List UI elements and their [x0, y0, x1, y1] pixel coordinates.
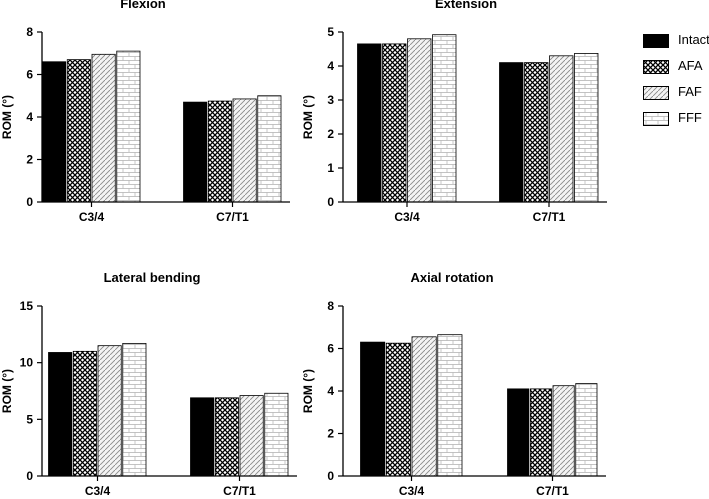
- x-tick-label: C3/4: [394, 210, 420, 224]
- chart-title: Lateral bending: [104, 270, 201, 285]
- bar-faf-c3-4: [407, 38, 432, 203]
- y-tick-label: 6: [26, 68, 33, 82]
- y-tick-label: 4: [26, 110, 33, 124]
- legend-swatch-fff: [643, 112, 669, 126]
- y-tick-label: 2: [327, 127, 334, 141]
- x-tick-label: C7/T1: [223, 484, 256, 498]
- bar-fff-c7-t1: [257, 95, 282, 203]
- bar-intact-c3-4: [42, 61, 67, 203]
- chart-title: Axial rotation: [410, 270, 493, 285]
- bar-afa-c3-4: [66, 59, 91, 203]
- bar-faf-c7-t1: [549, 55, 574, 203]
- y-axis-label: ROM (°): [0, 369, 14, 413]
- bar-fff-c7-t1: [575, 383, 598, 477]
- y-tick-label: 5: [26, 412, 33, 426]
- x-tick-label: C7/T1: [536, 484, 569, 498]
- legend-swatch-faf: [643, 86, 669, 100]
- bar-fff-c3-4: [116, 50, 141, 203]
- bar-faf-c7-t1: [552, 385, 575, 477]
- bar-intact-c7-t1: [183, 101, 208, 203]
- y-tick-label: 0: [26, 195, 33, 209]
- legend-label-fff: FFF: [678, 110, 702, 125]
- y-tick-label: 0: [26, 469, 33, 483]
- legend-label-intact: Intact: [678, 32, 709, 47]
- y-tick-label: 4: [327, 59, 334, 73]
- y-axis-label: ROM (°): [301, 369, 315, 413]
- bar-faf-c3-4: [91, 53, 116, 203]
- y-tick-label: 10: [20, 356, 34, 370]
- bar-intact-c3-4: [357, 43, 382, 203]
- y-tick-label: 2: [327, 427, 334, 441]
- bar-fff-c3-4: [432, 34, 457, 203]
- bar-afa-c3-4: [385, 342, 411, 477]
- bar-fff-c7-t1: [264, 392, 289, 477]
- bar-intact-c7-t1: [190, 397, 215, 477]
- x-tick-label: C7/T1: [533, 210, 566, 224]
- bar-fff-c3-4: [437, 334, 463, 477]
- bar-afa-c7-t1: [524, 62, 549, 203]
- chart-title: Extension: [435, 0, 497, 11]
- y-tick-label: 2: [26, 153, 33, 167]
- x-tick-label: C3/4: [79, 210, 105, 224]
- bar-afa-c3-4: [382, 43, 407, 203]
- bar-faf-c7-t1: [239, 395, 264, 477]
- legend-swatch-afa: [643, 60, 669, 74]
- x-tick-label: C3/4: [399, 484, 425, 498]
- legend-label-afa: AFA: [678, 58, 703, 73]
- y-tick-label: 15: [20, 299, 34, 313]
- bar-intact-c7-t1: [507, 388, 530, 477]
- y-tick-label: 8: [327, 299, 334, 313]
- y-tick-label: 0: [327, 195, 334, 209]
- y-tick-label: 5: [327, 25, 334, 39]
- y-tick-label: 3: [327, 93, 334, 107]
- x-tick-label: C3/4: [85, 484, 111, 498]
- y-axis-label: ROM (°): [301, 95, 315, 139]
- bar-afa-c3-4: [72, 350, 97, 477]
- legend-label-faf: FAF: [678, 84, 702, 99]
- y-tick-label: 8: [26, 25, 33, 39]
- bar-faf-c7-t1: [232, 98, 257, 203]
- bar-afa-c7-t1: [214, 397, 239, 477]
- bar-fff-c7-t1: [574, 53, 599, 203]
- chart-title: Flexion: [120, 0, 166, 11]
- y-tick-label: 6: [327, 342, 334, 356]
- bar-fff-c3-4: [122, 342, 147, 477]
- bar-intact-c3-4: [48, 352, 73, 477]
- bar-afa-c7-t1: [529, 388, 552, 477]
- bar-intact-c7-t1: [499, 62, 524, 203]
- x-tick-label: C7/T1: [216, 210, 249, 224]
- y-tick-label: 1: [327, 161, 334, 175]
- bar-faf-c3-4: [97, 345, 122, 477]
- y-tick-label: 4: [327, 384, 334, 398]
- bar-afa-c7-t1: [207, 100, 232, 203]
- legend-swatch-intact: [643, 34, 669, 48]
- bar-faf-c3-4: [411, 336, 437, 477]
- y-tick-label: 0: [327, 469, 334, 483]
- y-axis-label: ROM (°): [0, 95, 14, 139]
- bar-intact-c3-4: [360, 341, 386, 477]
